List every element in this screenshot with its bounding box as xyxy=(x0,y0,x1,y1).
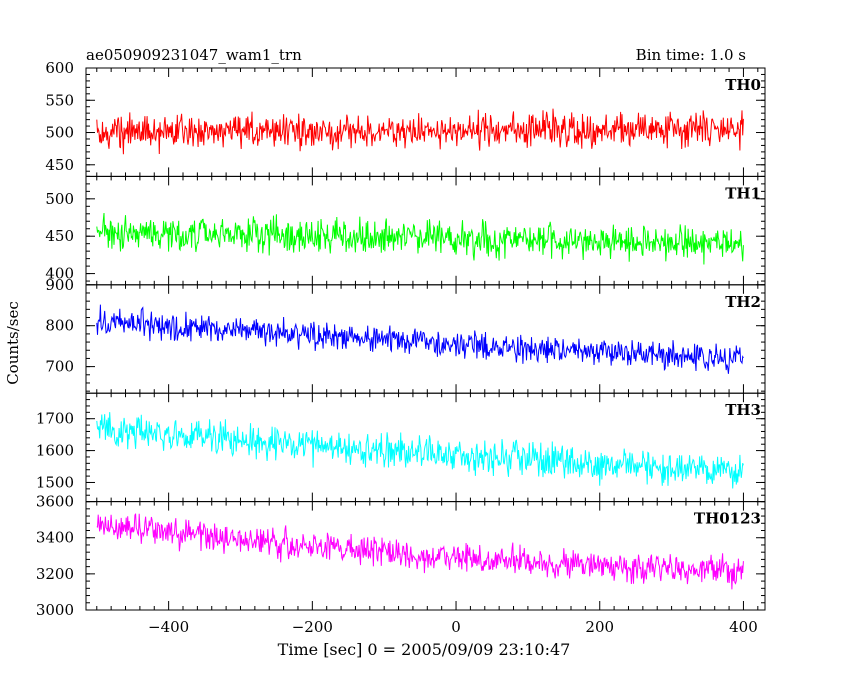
y-tick-label: 800 xyxy=(45,317,74,335)
panel-frame-th0 xyxy=(85,67,766,177)
x-axis-label: Time [sec] 0 = 2005/09/09 23:10:47 xyxy=(278,640,571,659)
panel-frame-th0123 xyxy=(85,501,766,611)
y-tick-label: 600 xyxy=(45,59,74,77)
y-tick-label: 3200 xyxy=(36,565,74,583)
panel-label-th3: TH3 xyxy=(725,401,761,419)
bin-time-label: Bin time: 1.0 s xyxy=(636,46,746,64)
y-tick-label: 3600 xyxy=(36,493,74,511)
series-line-th3 xyxy=(96,412,744,489)
chart-title: ae050909231047_wam1_trn xyxy=(86,46,302,64)
panel-label-th0: TH0 xyxy=(725,76,761,94)
panel-frame-th3 xyxy=(85,392,766,503)
y-tick-label: 450 xyxy=(45,156,74,174)
y-tick-label: 400 xyxy=(45,265,74,283)
panel-label-th2: TH2 xyxy=(725,293,761,311)
panel-frame-th2 xyxy=(85,284,766,394)
y-tick-label: 900 xyxy=(45,276,74,294)
y-tick-label: 550 xyxy=(45,91,74,109)
series-line-th2 xyxy=(96,304,744,374)
x-tick-label: −400 xyxy=(148,618,189,636)
panels-group: 450 500 550 600 TH0 400 450 500 TH1 700 800 900 TH2 1… xyxy=(36,59,766,636)
y-tick-label: 1500 xyxy=(36,473,74,491)
x-tick-label: −200 xyxy=(292,618,333,636)
y-tick-label: 1600 xyxy=(36,442,74,460)
y-tick-label: 500 xyxy=(45,190,74,208)
panel-label-th1: TH1 xyxy=(725,184,761,202)
panel-frame-th1 xyxy=(85,175,766,286)
series-line-th1 xyxy=(96,212,744,265)
panel-label-th0123: TH0123 xyxy=(694,510,761,528)
y-tick-label: 1700 xyxy=(36,410,74,428)
y-tick-label: 700 xyxy=(45,358,74,376)
y-tick-label: 500 xyxy=(45,124,74,142)
y-tick-label: 450 xyxy=(45,227,74,245)
x-tick-label: 0 xyxy=(451,618,461,636)
x-tick-label: 200 xyxy=(585,618,614,636)
series-line-th0123 xyxy=(96,513,744,590)
y-tick-label: 3000 xyxy=(36,601,74,619)
y-axis-label: Counts/sec xyxy=(4,301,22,385)
series-line-th0 xyxy=(96,108,744,155)
x-tick-label: 400 xyxy=(729,618,758,636)
y-tick-label: 3400 xyxy=(36,529,74,547)
